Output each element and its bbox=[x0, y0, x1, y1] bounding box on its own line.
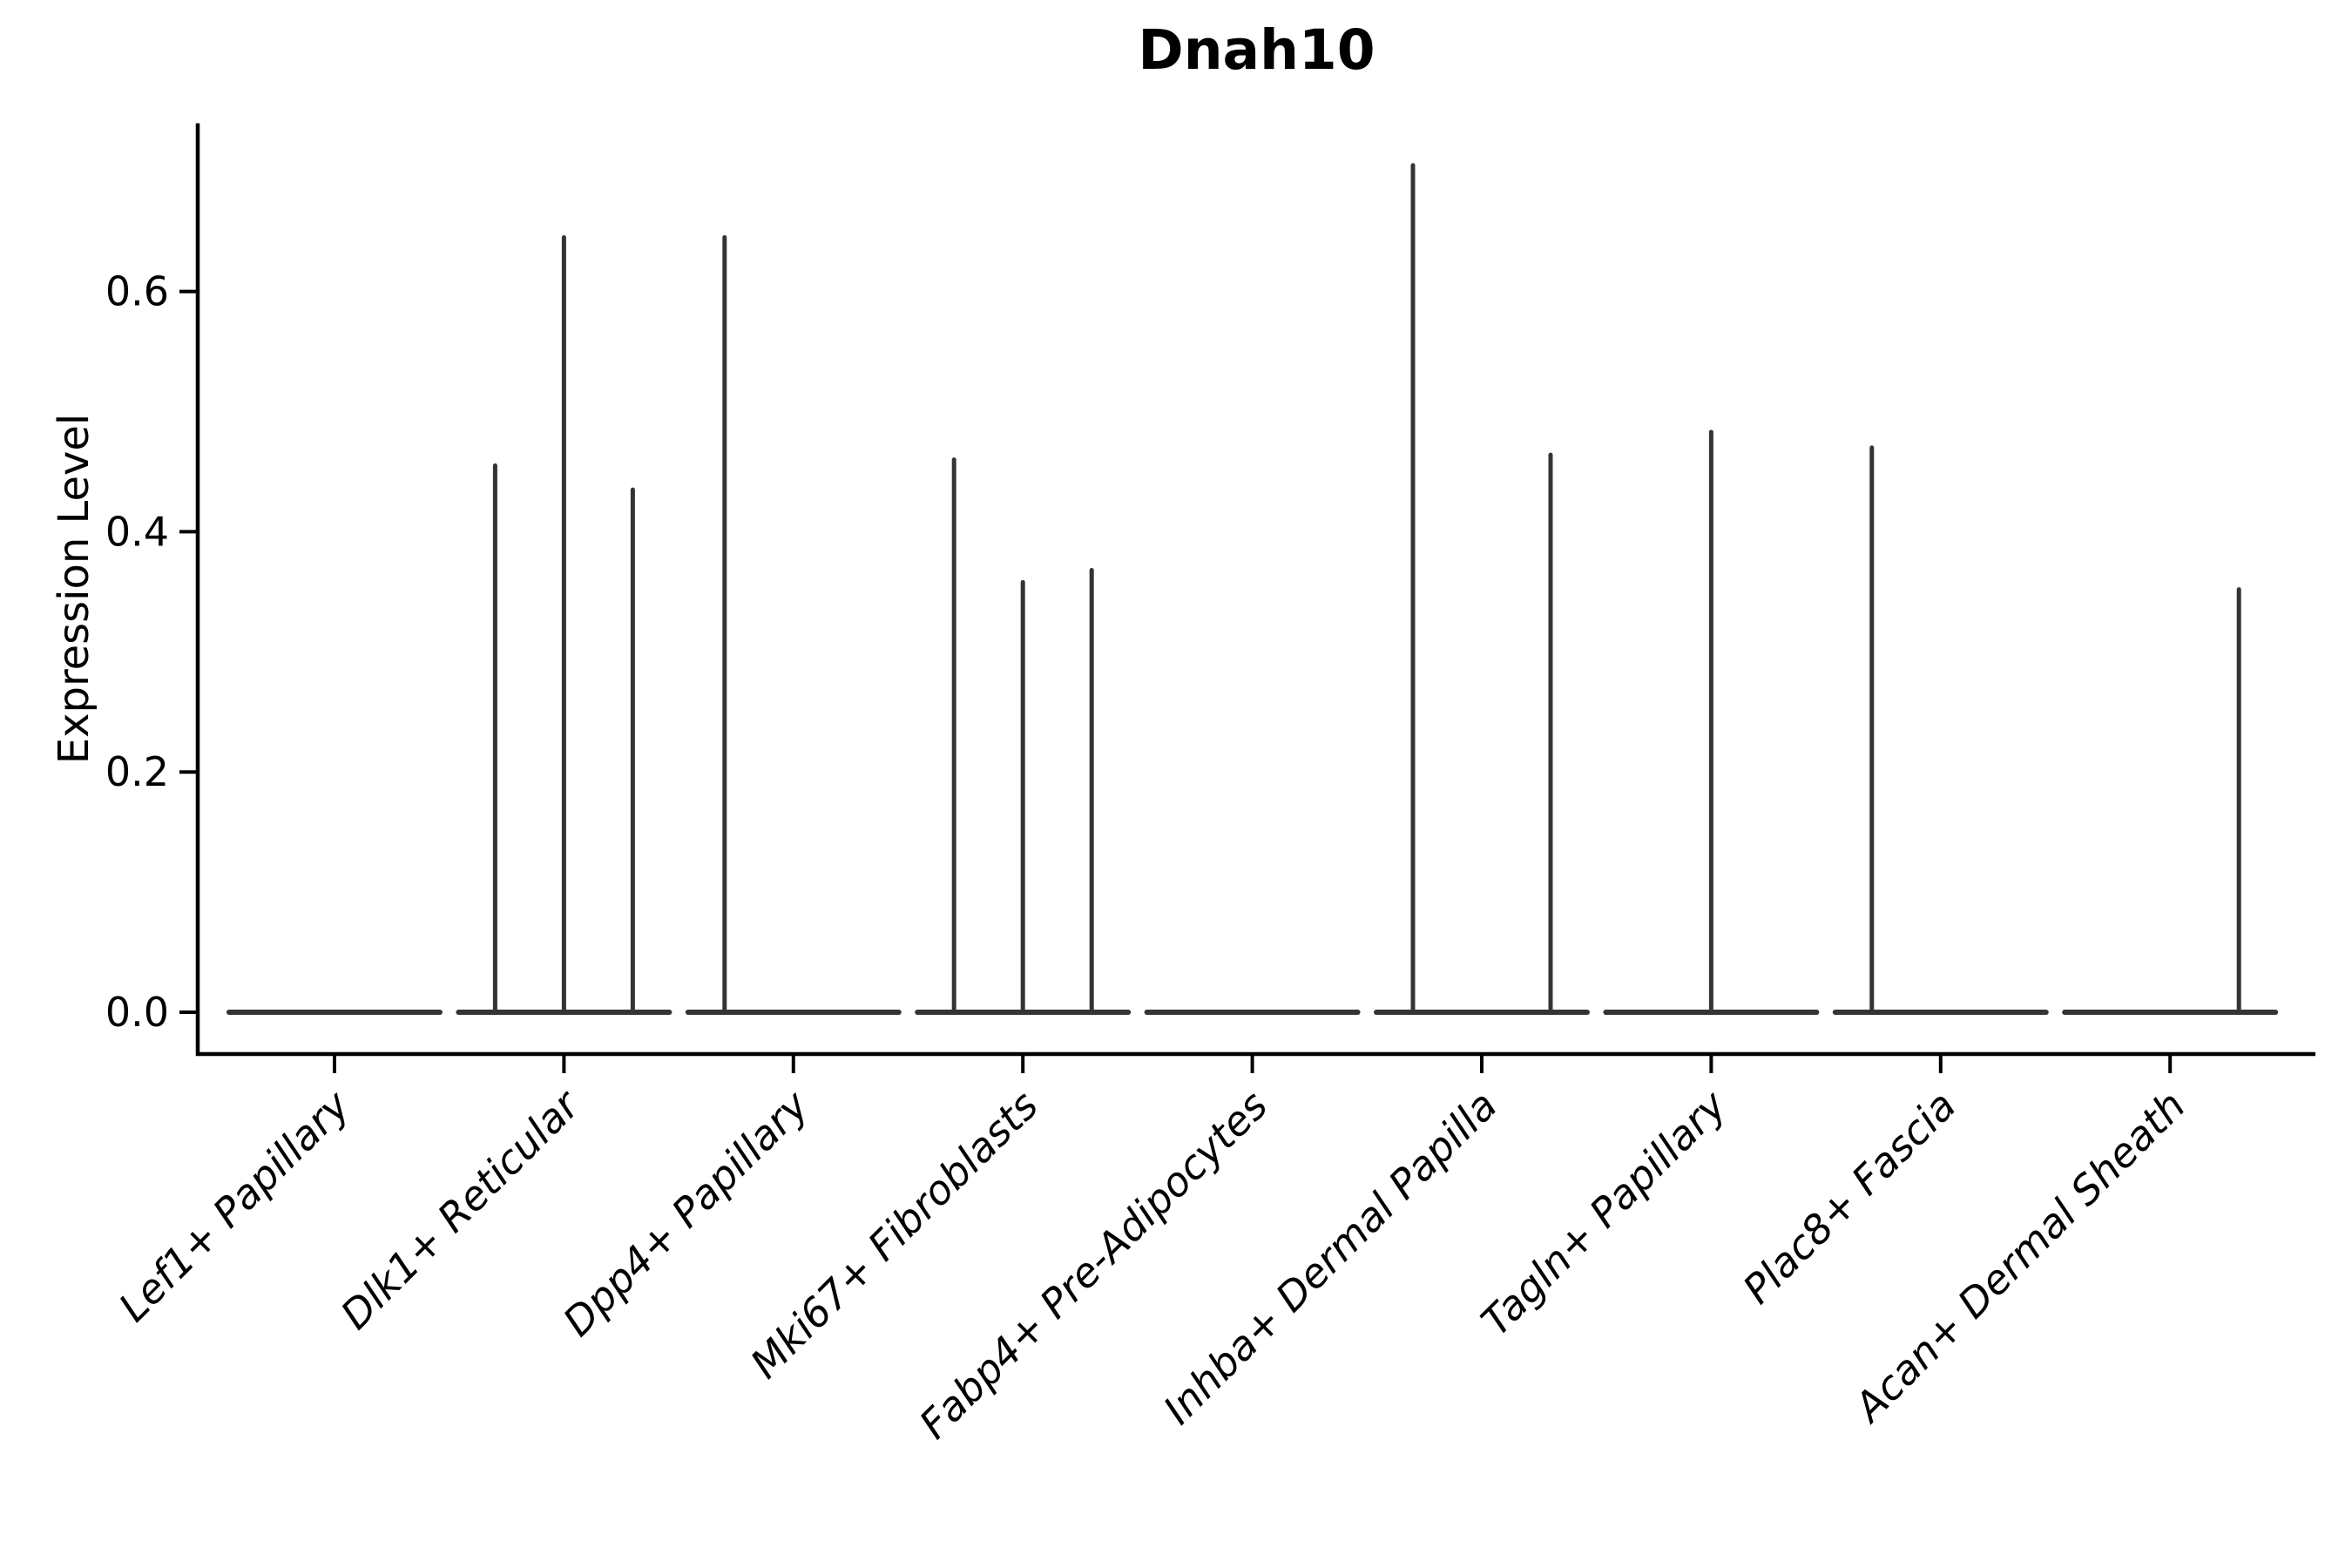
y-tick-label: 0.2 bbox=[105, 748, 169, 795]
x-tick-label: Lef1+ Papillary bbox=[110, 1081, 359, 1330]
x-tick-label: Plac8+ Fascia bbox=[1734, 1082, 1964, 1313]
y-tick-label: 0.4 bbox=[105, 508, 169, 555]
x-tick-label: Dlk1+ Reticular bbox=[332, 1079, 591, 1338]
x-tick-label: Tagln+ Papillary bbox=[1472, 1081, 1736, 1345]
x-tick-label: Dpp4+ Papillary bbox=[554, 1081, 818, 1345]
y-tick-label: 0.0 bbox=[105, 989, 169, 1036]
axis-spines bbox=[195, 123, 2315, 1057]
y-tick-label: 0.6 bbox=[105, 268, 169, 315]
chart-title: Dnah10 bbox=[1138, 18, 1375, 82]
